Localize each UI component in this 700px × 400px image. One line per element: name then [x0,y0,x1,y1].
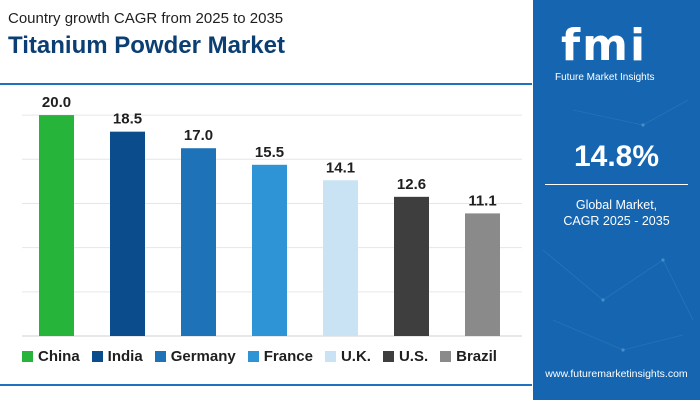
legend-label: India [107,348,143,365]
legend-label: U.K. [340,348,371,365]
bar-chart: 20.0 18.5 17.0 15.5 14.1 12.6 11.1 [22,94,522,337]
bar-germany [181,148,216,336]
data-label: 20.0 [42,94,71,111]
legend-item: France [247,348,313,365]
fmi-logo: fmi Future Market Insights [555,18,679,88]
bar-india [110,131,145,336]
data-label: 17.0 [184,127,213,144]
data-label: 18.5 [113,111,142,128]
cagr-label-line1: Global Market, [575,198,658,212]
data-label: 12.6 [397,176,426,193]
legend-swatch [91,351,103,362]
top-divider [0,83,532,85]
legend-swatch [440,351,452,362]
legend-swatch [247,351,259,362]
data-label: 15.5 [255,144,284,161]
legend-swatch [324,351,336,362]
global-cagr-value: 14.8% [573,140,660,173]
legend-item: U.K. [324,348,371,365]
legend-swatch [382,351,394,362]
legend-item: Germany [154,348,236,365]
bottom-divider [0,384,532,386]
bar-us [394,196,429,336]
bar-france [252,164,287,336]
legend-label: China [38,348,80,365]
bar-brazil [465,213,500,336]
legend-label: U.S. [398,348,429,365]
data-label: 11.1 [468,192,496,209]
data-label: 14.1 [326,159,355,176]
chart-legend: China India Germany France U.K. U.S. Brazil [22,348,497,365]
legend-label: Germany [170,348,236,365]
panel-divider [545,184,688,185]
logo-letters: fmi [561,20,648,71]
legend-label: Brazil [456,348,497,365]
logo-tagline: Future Market Insights [555,72,655,83]
bar-china [39,115,74,336]
bar-uk [323,180,358,336]
legend-item: U.S. [382,348,429,365]
global-cagr-label: Global Market, CAGR 2025 - 2035 [533,197,700,229]
chart-subtitle: Country growth CAGR from 2025 to 2035 [8,10,284,27]
legend-label: France [263,348,313,365]
legend-swatch [22,351,33,362]
legend-item: Brazil [440,348,497,365]
legend-item: China [22,348,80,365]
website-url: www.futuremarketinsights.com [545,368,688,380]
chart-title: Titanium Powder Market [8,32,285,59]
legend-swatch [154,351,166,362]
panel-pattern [542,99,694,352]
cagr-label-line2: CAGR 2025 - 2035 [563,214,670,228]
summary-panel: fmi Future Market Insights 14.8% Global … [533,0,700,400]
legend-item: India [91,348,143,365]
